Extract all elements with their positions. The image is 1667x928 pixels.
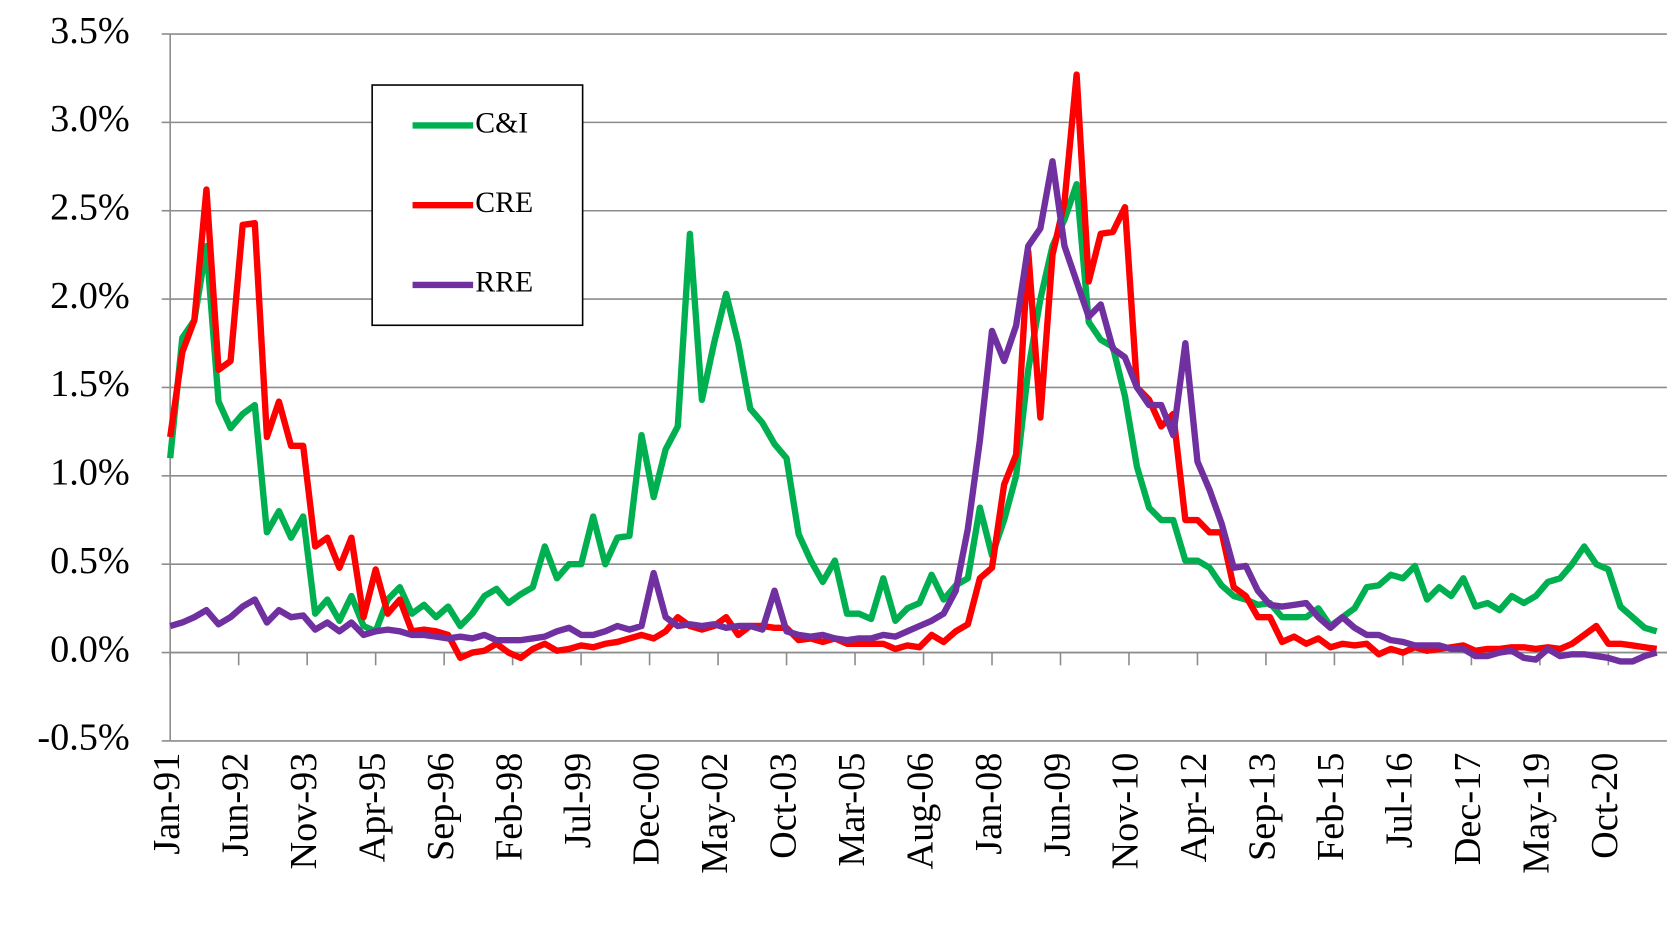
x-tick-label: Mar-05 xyxy=(831,753,873,867)
y-tick-label: 1.5% xyxy=(50,363,130,405)
x-tick-label: Apr-12 xyxy=(1173,753,1215,863)
x-tick-label: Dec-00 xyxy=(625,753,667,866)
y-tick-label: 3.0% xyxy=(50,98,130,140)
x-tick-label: Nov-10 xyxy=(1105,753,1147,870)
x-tick-label: May-02 xyxy=(694,753,736,874)
y-tick-label: -0.5% xyxy=(37,717,129,759)
y-tick-label: 2.0% xyxy=(50,275,130,317)
y-tick-label: 0.5% xyxy=(50,540,130,582)
y-tick-label: 1.0% xyxy=(50,452,130,494)
x-tick-label: Dec-17 xyxy=(1447,753,1489,866)
x-tick-label: May-19 xyxy=(1516,753,1558,874)
y-tick-label: 0.0% xyxy=(50,628,130,670)
x-tick-label: Feb-15 xyxy=(1310,753,1352,861)
x-tick-label: Apr-95 xyxy=(351,753,393,863)
legend-label: RRE xyxy=(475,266,533,299)
x-tick-label: Jan-91 xyxy=(146,753,188,855)
x-tick-label: Feb-98 xyxy=(488,753,530,861)
legend: C&I CRE RRE xyxy=(371,84,584,327)
x-tick-label: Jun-92 xyxy=(214,753,256,857)
y-tick-label: 2.5% xyxy=(50,187,130,229)
x-tick-label: Jul-99 xyxy=(557,753,599,849)
series-line xyxy=(167,71,1658,662)
x-tick-label: Sep-13 xyxy=(1242,753,1284,861)
x-tick-label: Jun-09 xyxy=(1036,753,1078,857)
legend-label: CRE xyxy=(475,186,533,219)
x-tick-label: Oct-20 xyxy=(1584,753,1626,859)
x-tick-label: Oct-03 xyxy=(762,753,804,859)
x-tick-label: Aug-06 xyxy=(899,753,941,870)
x-tick-label: Nov-93 xyxy=(283,753,325,870)
x-tick-label: Jan-08 xyxy=(968,753,1010,855)
series-line xyxy=(167,181,1658,635)
series-line xyxy=(169,158,1658,665)
x-tick-label: Jul-16 xyxy=(1379,753,1421,849)
legend-box xyxy=(371,84,584,327)
legend-label: C&I xyxy=(475,106,528,139)
x-tick-label: Sep-96 xyxy=(420,753,462,861)
y-tick-label: 3.5% xyxy=(50,10,130,52)
